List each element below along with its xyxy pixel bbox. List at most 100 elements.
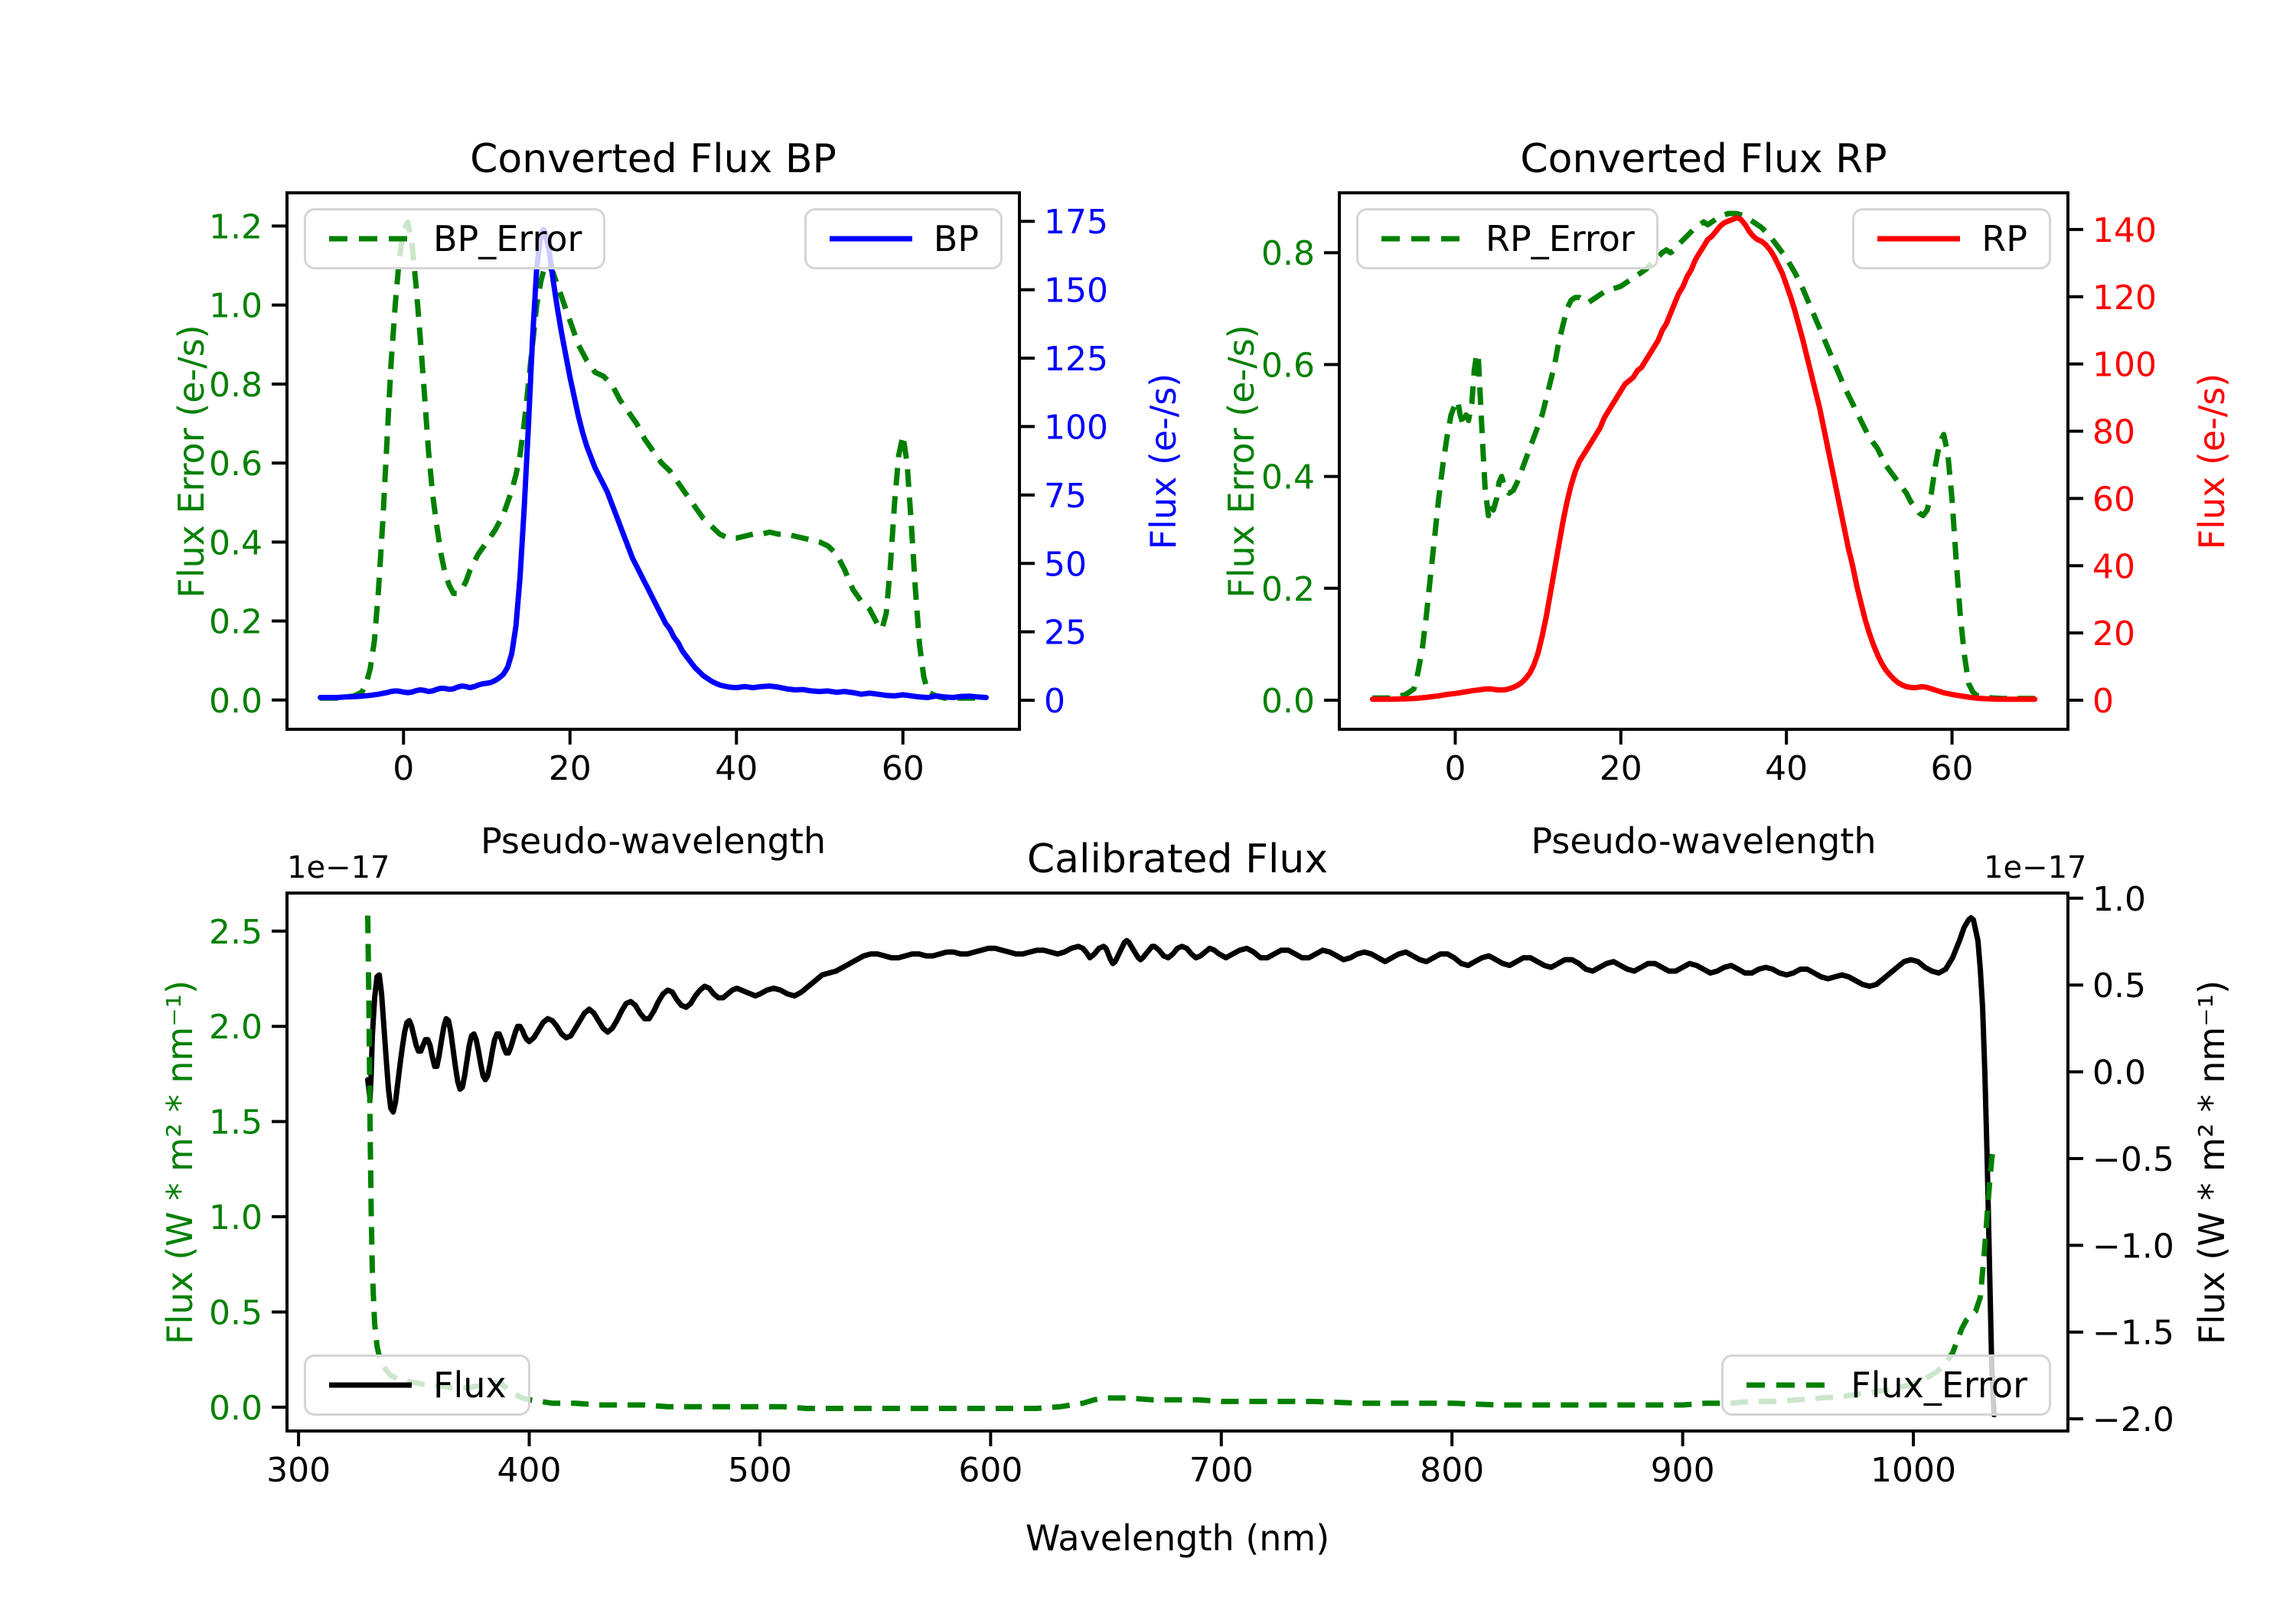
axes-spines [1338, 191, 2069, 731]
tick-label: 0.0 [209, 1389, 263, 1428]
series-RP [1369, 215, 2038, 702]
tick-label: −2.0 [2092, 1400, 2174, 1439]
calibrated-plot-title: Calibrated Flux [1026, 836, 1329, 882]
series-BP_Error [320, 219, 987, 701]
legend-label: BP [933, 218, 979, 259]
right-y-ticks: 1.0 0.5 0.0 −0.5 −1.0 −1.5 −2.0 [2068, 880, 2174, 1439]
tick-label: 0 [1444, 749, 1466, 788]
tick-label: 1.0 [2092, 880, 2146, 919]
bp-xaxis-label: Pseudo-wavelength [480, 820, 827, 862]
legend-rp-error: RP_Error [1356, 208, 1658, 269]
tick-label: −1.5 [2092, 1314, 2174, 1353]
tick-label: 100 [1044, 408, 1108, 447]
series-BP [318, 227, 989, 700]
tick-label: 0.0 [1261, 682, 1315, 721]
tick-label: 0.0 [2092, 1054, 2146, 1093]
tick-label: 175 [1044, 203, 1108, 242]
tick-label: 900 [1651, 1451, 1715, 1490]
series-group [365, 914, 1997, 1418]
tick-label: 120 [2092, 279, 2157, 318]
tick-label: 1.0 [209, 1198, 263, 1237]
rp-right-yaxis-label: Flux (e-/s) [2191, 373, 2232, 549]
tick-label: 0 [1044, 682, 1065, 721]
tick-label: 300 [266, 1451, 331, 1490]
tick-label: 700 [1189, 1451, 1254, 1490]
axes-spines [285, 892, 2069, 1433]
tick-label: 0.8 [1261, 234, 1315, 273]
legend-line-sample [1381, 236, 1464, 242]
left-y-ticks: 0.0 0.5 1.0 1.5 2.0 2.5 [209, 913, 287, 1428]
tick-label: 0.6 [209, 445, 263, 484]
tick-label: 0.5 [209, 1293, 263, 1332]
tick-label: 0.5 [2092, 966, 2146, 1006]
tick-label: 1.0 [209, 287, 263, 326]
tick-label: 800 [1420, 1451, 1484, 1490]
tick-label: 0.8 [209, 366, 263, 405]
tick-label: 400 [497, 1451, 562, 1490]
tick-label: 150 [1044, 272, 1108, 311]
tick-label: 140 [2092, 211, 2157, 250]
series-group [1369, 210, 2038, 702]
tick-label: 0.2 [1261, 570, 1315, 609]
tick-label: 20 [2092, 614, 2135, 654]
bp-right-yaxis-label: Flux (e-/s) [1143, 373, 1184, 549]
legend-line-sample [829, 236, 912, 242]
wavelength-xaxis-label: Wavelength (nm) [1025, 1517, 1330, 1559]
tick-label: 500 [728, 1451, 792, 1490]
subplot-bp: 0 20 40 60 0.0 0.2 0.4 0.6 0.8 1.0 1.2 0 25 50 75 100 12… [209, 191, 1108, 788]
tick-label: 2.5 [209, 913, 263, 952]
tick-label: −1.0 [2092, 1227, 2174, 1266]
tick-label: 1.5 [209, 1103, 263, 1143]
legend-label: RP_Error [1486, 218, 1635, 259]
bp-plot-title: Converted Flux BP [470, 136, 837, 182]
tick-label: 125 [1044, 340, 1108, 379]
tick-label: 40 [715, 749, 758, 788]
series-group [318, 219, 989, 701]
x-ticks: 0 20 40 60 [1444, 729, 1974, 788]
tick-label: 75 [1044, 477, 1087, 516]
legend-label: RP [1981, 218, 2027, 259]
left-y-ticks: 0.0 0.2 0.4 0.6 0.8 1.0 1.2 [209, 207, 287, 721]
tick-label: 0.0 [209, 682, 263, 721]
tick-label: 0.4 [1261, 458, 1315, 497]
calibrated-right-yaxis-label: Flux (W * m² * nm⁻¹) [2191, 980, 2232, 1345]
right-y-ticks: 0 20 40 60 80 100 120 140 [2068, 211, 2157, 721]
tick-label: 25 [1044, 614, 1087, 653]
legend-rp: RP [1852, 208, 2051, 269]
x-ticks: 300 400 500 600 700 800 900 1000 [266, 1431, 1956, 1490]
tick-label: 600 [958, 1451, 1022, 1490]
left-y-ticks: 0.0 0.2 0.4 0.6 0.8 [1261, 234, 1339, 721]
tick-label: 50 [1044, 545, 1087, 584]
legend-label: Flux [433, 1364, 507, 1406]
tick-label: 60 [1931, 749, 1974, 788]
legend-line-sample [1877, 236, 1961, 242]
tick-label: 2.0 [209, 1008, 263, 1047]
legend-bp: BP [804, 208, 1003, 269]
legend-line-sample [1746, 1382, 1830, 1388]
axes-spines [285, 191, 1021, 731]
legend-line-sample [329, 1382, 412, 1388]
tick-label: 0 [393, 749, 414, 788]
series-Flux [365, 914, 1997, 1418]
tick-label: 40 [2092, 547, 2135, 586]
x-ticks: 0 20 40 60 [393, 729, 925, 788]
tick-label: 60 [882, 749, 925, 788]
legend-flux-error: Flux_Error [1721, 1354, 2051, 1416]
tick-label: 0.6 [1261, 346, 1315, 385]
tick-label: 80 [2092, 413, 2135, 452]
legend-line-sample [329, 236, 412, 242]
legend-flux: Flux [304, 1354, 530, 1416]
calibrated-left-yaxis-label: Flux (W * m² * nm⁻¹) [159, 980, 201, 1345]
right-axis-exponent-label: 1e−17 [1984, 850, 2087, 885]
tick-label: 0 [2092, 682, 2114, 721]
tick-label: 20 [1600, 749, 1642, 788]
series-Flux_Error [365, 915, 1997, 1411]
tick-label: 0.2 [209, 603, 263, 642]
rp-plot-title: Converted Flux RP [1520, 136, 1887, 182]
legend-label: BP_Error [433, 218, 582, 259]
tick-label: 40 [1765, 749, 1808, 788]
tick-label: 100 [2092, 346, 2157, 385]
tick-label: 1.2 [209, 207, 263, 246]
